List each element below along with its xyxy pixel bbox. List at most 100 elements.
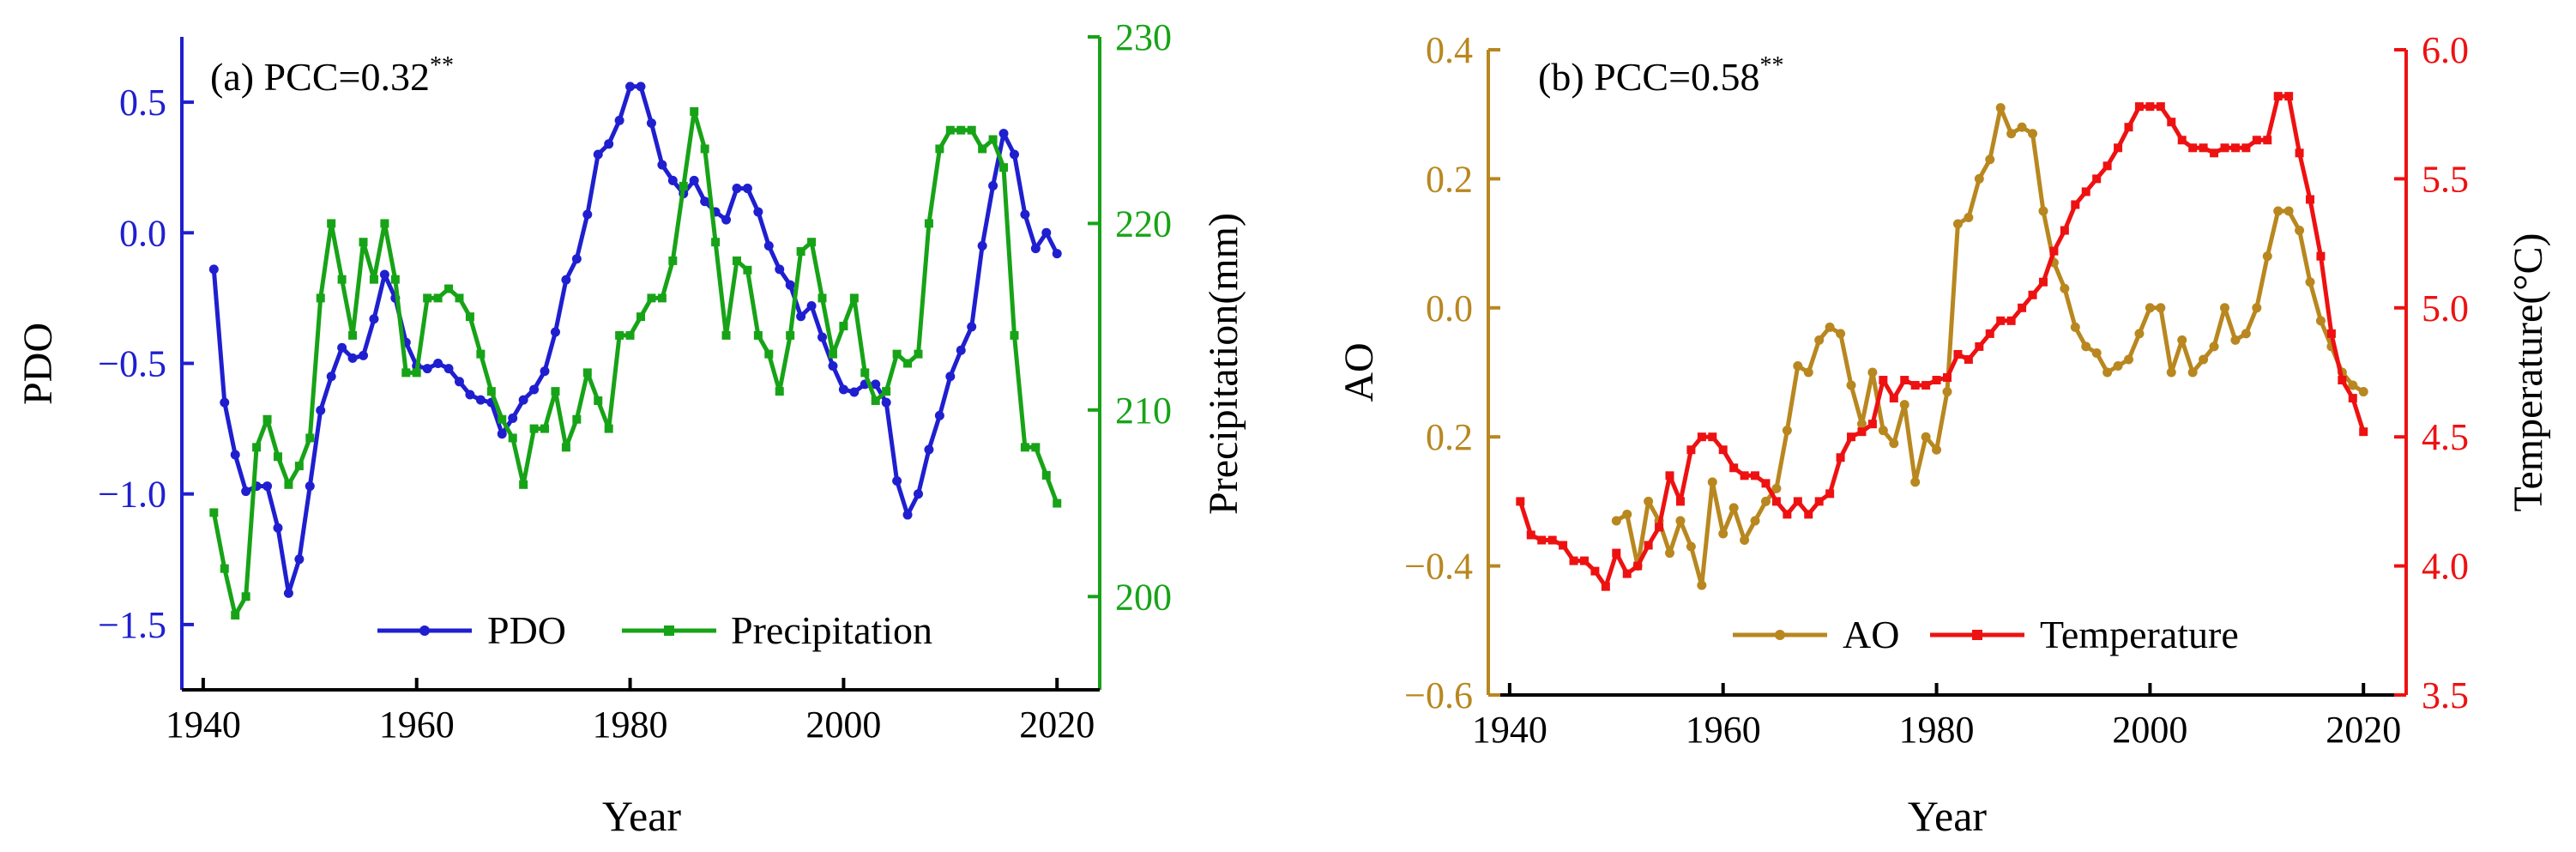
panel-b-point-ao xyxy=(1760,496,1771,506)
panel-a-point-pdo xyxy=(241,486,251,497)
panel-b-point-ao xyxy=(2091,347,2102,358)
panel-b-point-temperature xyxy=(2210,148,2219,158)
panel-b-point-ao xyxy=(2145,303,2155,313)
panel-b-point-ao xyxy=(2273,206,2283,216)
panel-b-point-temperature xyxy=(2338,376,2347,385)
panel-b-point-temperature xyxy=(1612,548,1621,558)
panel-b-point-ao xyxy=(1803,367,1813,378)
panel-b-point-ao xyxy=(2060,283,2070,293)
y-right-tick-label: 3.5 xyxy=(2422,674,2469,716)
panel-a-point-precipitation xyxy=(369,275,378,284)
panel-a-point-precipitation xyxy=(508,433,517,443)
panel-a-point-precipitation xyxy=(732,256,741,265)
panel-a-point-precipitation xyxy=(775,387,784,396)
panel-b-point-ao xyxy=(1665,548,1675,559)
panel-a-point-pdo xyxy=(785,280,795,290)
panel-a-point-precipitation xyxy=(721,330,731,340)
panel-a-point-pdo xyxy=(465,390,475,400)
panel-b-point-temperature xyxy=(1879,376,1888,385)
panel-a-point-precipitation xyxy=(657,293,667,303)
panel-a-point-precipitation xyxy=(668,256,678,265)
panel-a-point-precipitation xyxy=(390,275,400,284)
x-tick-label: 2020 xyxy=(2326,709,2401,751)
panel-a-point-precipitation xyxy=(817,293,827,303)
panel-b-point-temperature xyxy=(2049,246,2059,256)
y-right-tick-label: 200 xyxy=(1115,576,1172,618)
panel-b-point-temperature xyxy=(1547,535,1557,545)
y-left-tick-label: −0.6 xyxy=(1404,674,1473,716)
x-tick-label: 1960 xyxy=(379,704,455,746)
panel-a-point-pdo xyxy=(902,510,913,520)
panel-b-point-ao xyxy=(2283,206,2294,216)
panel-b-point-temperature xyxy=(2326,329,2336,338)
panel-b-point-temperature xyxy=(1697,432,1706,442)
panel-a-point-pdo xyxy=(1041,227,1052,238)
panel-a-point-precipitation xyxy=(711,238,721,247)
panel-a-legend: PDO Precipitation xyxy=(377,608,932,652)
panel-a-ticks: 1940 1960 1980 2000 2020 0.5 0.0 −0.5 −1.0 −1.5 20… xyxy=(98,16,1172,746)
panel-a-point-precipitation xyxy=(444,284,454,293)
panel-a-point-precipitation xyxy=(945,125,955,135)
panel-b-point-temperature xyxy=(2273,92,2283,101)
panel-b-point-temperature xyxy=(2220,143,2229,153)
panel-b-point-temperature xyxy=(2284,92,2294,101)
panel-a-point-precipitation xyxy=(988,135,998,144)
panel-a-point-precipitation xyxy=(967,125,976,135)
panel-b-point-temperature xyxy=(2092,174,2102,184)
panel-b-point-temperature xyxy=(1655,523,1664,532)
panel-b-point-ao xyxy=(2209,341,2219,352)
panel-b-point-temperature xyxy=(2018,303,2027,312)
y-right-tick-label: 220 xyxy=(1115,202,1172,245)
legend-pdo-marker xyxy=(419,625,430,636)
panel-b-point-temperature xyxy=(2348,394,2357,403)
panel-b-point-temperature xyxy=(2188,143,2198,153)
panel-a-point-precipitation xyxy=(337,275,347,284)
panel-a-point-pdo xyxy=(305,481,315,492)
panel-a-point-pdo xyxy=(849,387,860,397)
panel-a-point-precipitation xyxy=(348,330,358,340)
panel-a-point-pdo xyxy=(337,342,347,353)
panel-b-point-temperature xyxy=(1996,316,2006,325)
panel-b-point-temperature xyxy=(1900,376,1909,385)
y-left-tick-label: −0.5 xyxy=(98,343,166,385)
panel-a-point-pdo xyxy=(283,588,293,598)
panel-a-point-precipitation xyxy=(753,330,763,340)
panel-a-point-precipitation xyxy=(743,265,752,275)
panel-b-point-ao xyxy=(1611,516,1621,526)
panel-a-point-pdo xyxy=(796,311,806,322)
panel-a-point-precipitation xyxy=(839,322,848,331)
panel-b-point-temperature xyxy=(1771,497,1781,506)
panel-b-point-temperature xyxy=(1675,497,1685,506)
panel-b-point-temperature xyxy=(1729,463,1739,473)
panel-a-point-precipitation xyxy=(262,414,272,424)
panel-b-point-ao xyxy=(1718,529,1728,539)
panel-b-point-ao xyxy=(2124,354,2134,365)
panel-b-point-ao xyxy=(1793,360,1803,371)
panel-b-point-ao xyxy=(1771,483,1782,493)
panel-a-point-pdo xyxy=(550,327,560,337)
y-left-tick-label: −0.4 xyxy=(1404,546,1473,588)
panel-b-point-temperature xyxy=(1751,471,1760,480)
panel-b-point-ao xyxy=(1910,477,1921,487)
panel-b-point-ao xyxy=(1867,367,1878,378)
panel-b-point-ao xyxy=(1836,329,1846,339)
panel-a-point-precipitation xyxy=(327,219,336,228)
panel-a-point-pdo xyxy=(208,264,219,275)
panel-a-point-pdo xyxy=(262,481,273,492)
y-left-tick-label: 0.5 xyxy=(119,82,166,124)
panel-b-series-ao-line xyxy=(1614,106,2365,588)
panel-b-point-temperature xyxy=(1921,381,1931,390)
panel-a-point-pdo xyxy=(924,444,934,455)
panel-a-point-pdo xyxy=(838,384,848,395)
panel-a-point-pdo xyxy=(956,345,966,355)
panel-a-point-precipitation xyxy=(231,611,240,620)
panel-a-marks xyxy=(208,82,1062,620)
panel-a-point-pdo xyxy=(988,181,998,191)
panel-b-point-temperature xyxy=(1985,329,1994,338)
panel-b-point-ao xyxy=(1740,535,1750,546)
panel-a-point-precipitation xyxy=(252,443,262,452)
panel-b-point-temperature xyxy=(1804,510,1813,519)
panel-a-point-precipitation xyxy=(700,144,709,154)
panel-a-point-precipitation xyxy=(486,387,496,396)
panel-b-point-temperature xyxy=(1783,510,1792,519)
